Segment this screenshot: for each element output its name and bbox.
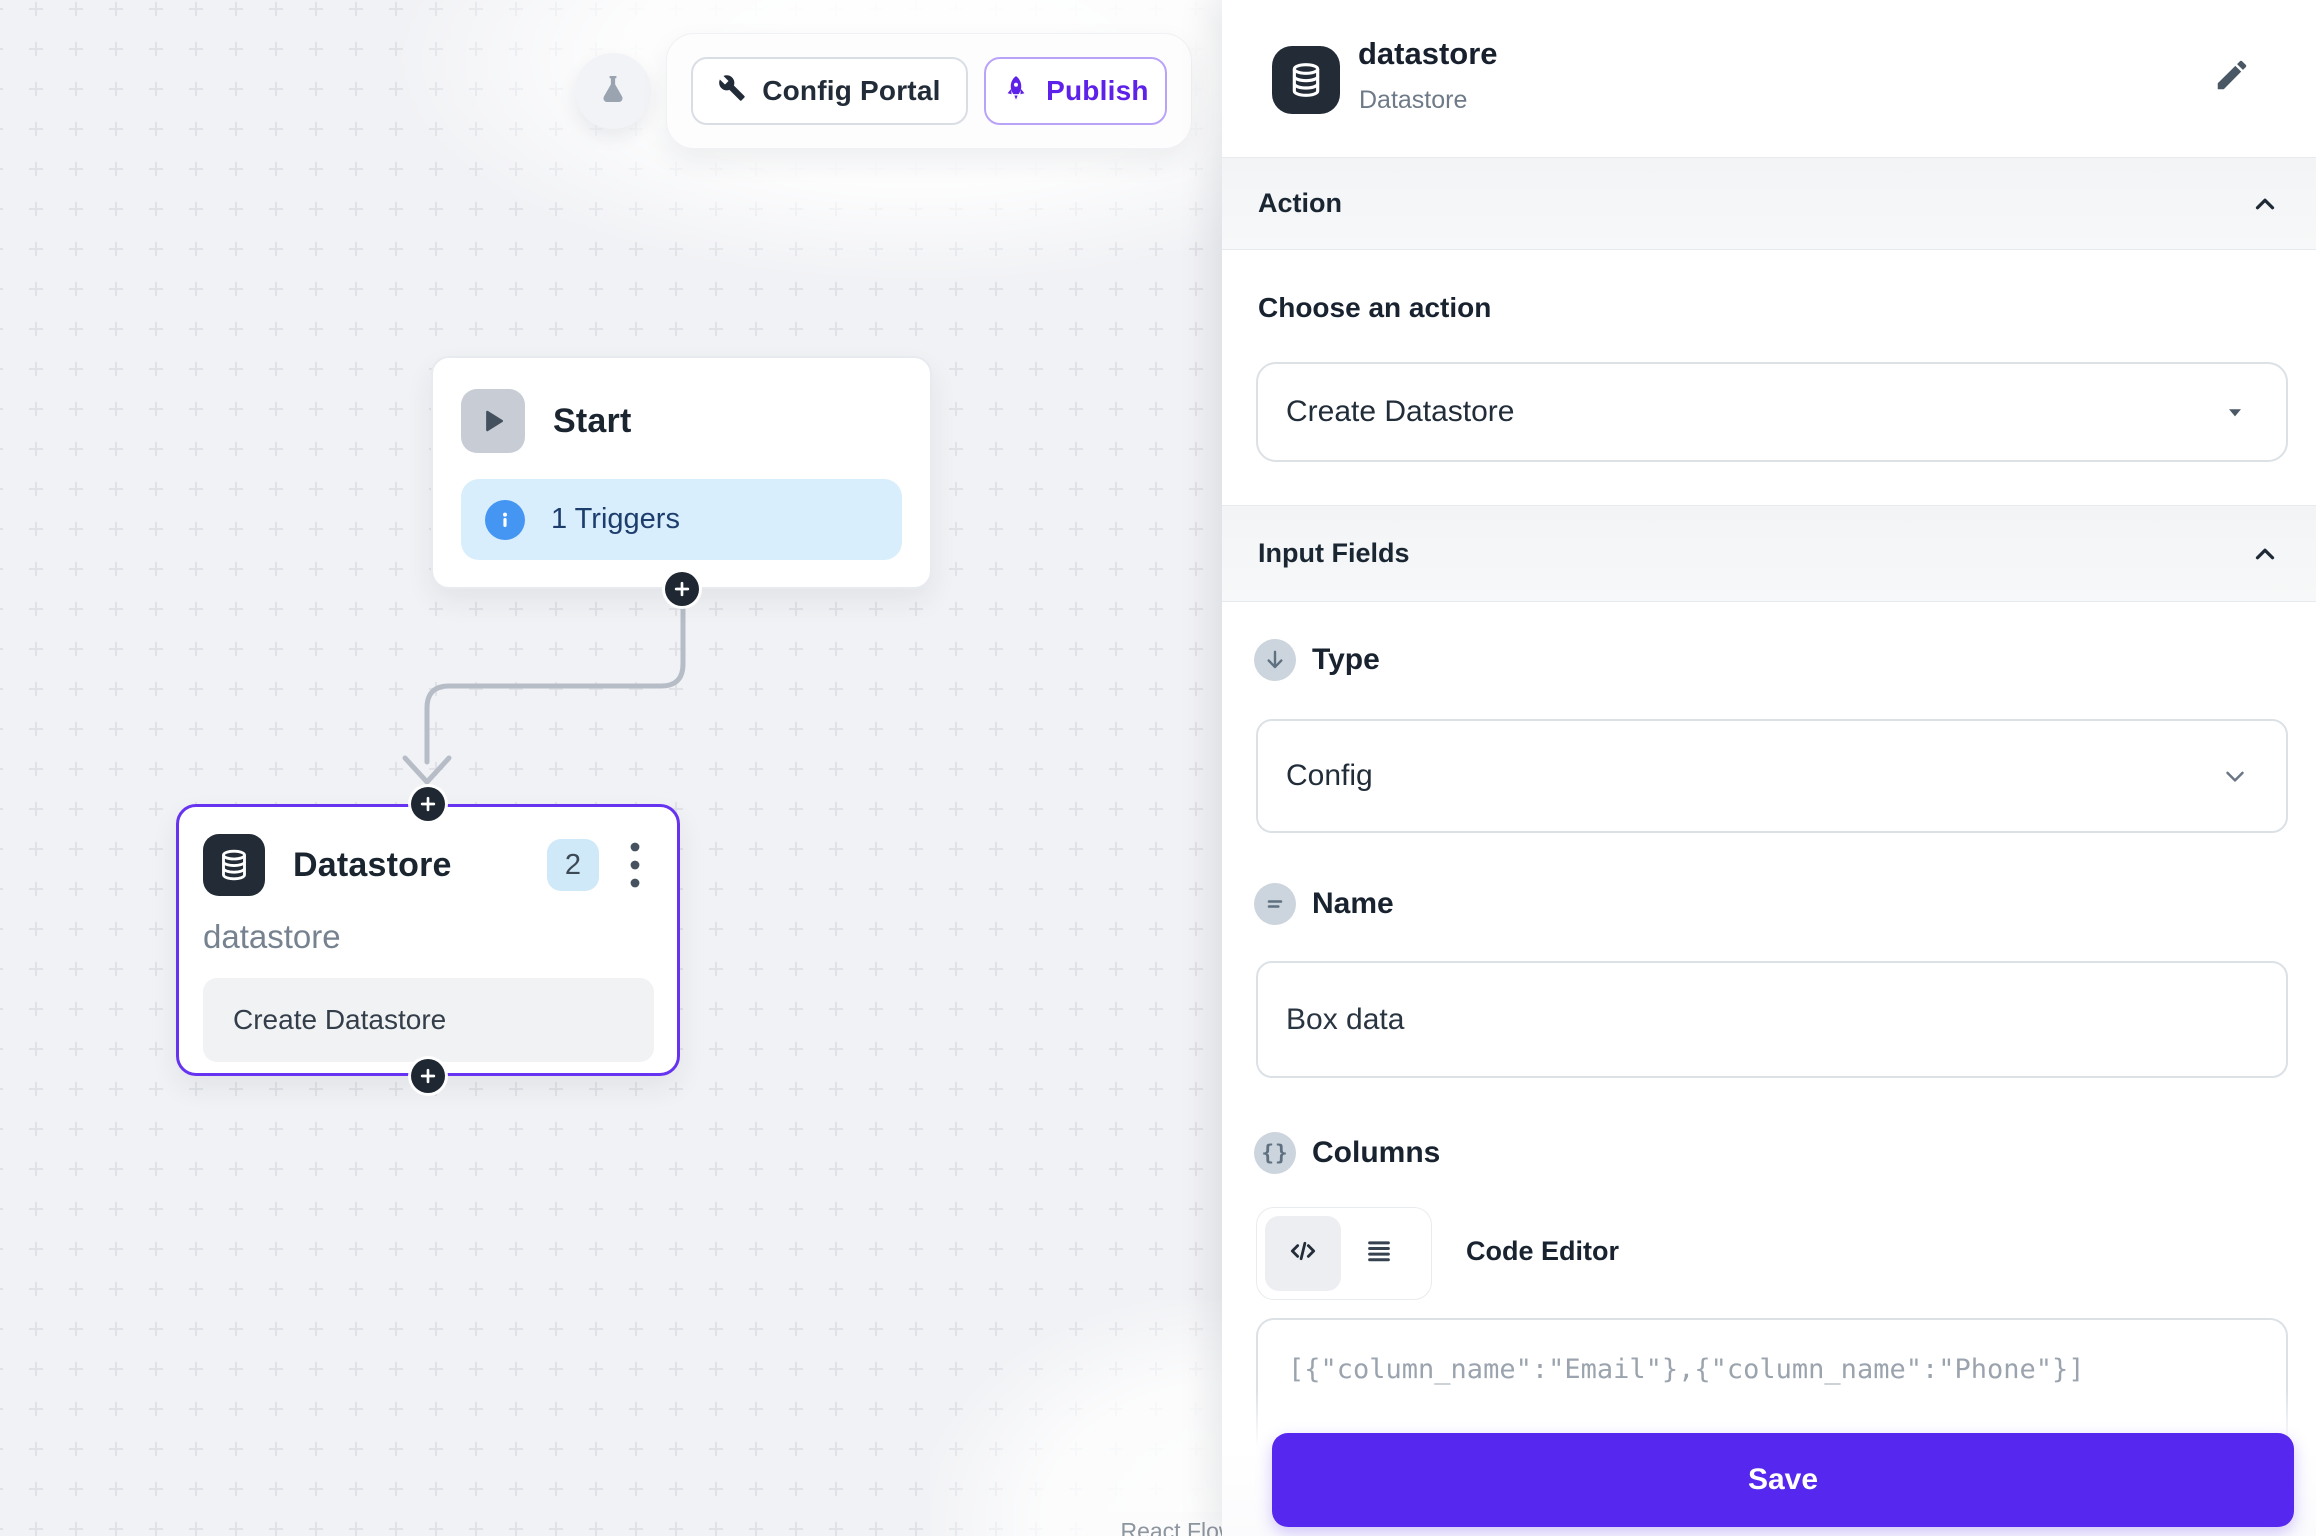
save-button[interactable]: Save (1272, 1433, 2294, 1527)
play-icon (461, 389, 525, 453)
choose-action-label: Choose an action (1258, 292, 1492, 323)
edge-arrowhead-icon (402, 755, 452, 785)
field-count-badge: 2 (547, 839, 599, 891)
chevron-up-icon[interactable] (2250, 539, 2280, 569)
node-instance-name: datastore (203, 918, 341, 955)
info-icon (485, 499, 525, 540)
publish-button[interactable]: Publish (983, 57, 1167, 125)
field-label-name: Name (1254, 883, 1394, 925)
wrench-icon (718, 74, 746, 109)
add-node-button[interactable] (411, 787, 445, 821)
arrow-down-icon (1254, 639, 1296, 681)
chevron-up-icon[interactable] (2250, 189, 2280, 219)
canvas-toolbar: Config Portal Publish (666, 33, 1192, 149)
config-portal-button[interactable]: Config Portal (691, 57, 968, 125)
code-view-button[interactable] (1265, 1216, 1341, 1291)
node-start[interactable]: Start 1 Triggers (431, 356, 932, 606)
name-input[interactable] (1256, 961, 2288, 1078)
panel-header: datastore Datastore (1222, 0, 2316, 157)
panel-title: datastore (1358, 36, 1498, 71)
triggers-label: 1 Triggers (551, 503, 680, 535)
publish-label: Publish (1046, 75, 1149, 106)
node-datastore-title: Datastore (293, 845, 452, 884)
add-node-button[interactable] (411, 1059, 445, 1093)
edit-node-button[interactable] (2207, 52, 2257, 102)
flask-icon (596, 72, 630, 111)
caret-down-icon (2218, 395, 2252, 429)
code-editor-label: Code Editor (1466, 1236, 1619, 1266)
list-view-button[interactable] (1341, 1216, 1417, 1291)
node-config-panel: datastore Datastore Action Choose an act… (1222, 0, 2316, 1536)
database-icon (203, 834, 265, 896)
equals-icon (1254, 883, 1296, 925)
action-select-value: Create Datastore (1286, 395, 1515, 428)
section-action-title: Action (1258, 188, 1342, 218)
chevron-down-icon (2218, 759, 2252, 793)
triggers-badge[interactable]: 1 Triggers (461, 479, 902, 560)
kebab-menu-icon[interactable] (617, 837, 653, 893)
section-input-fields[interactable]: Input Fields (1222, 505, 2316, 602)
type-select[interactable]: Config (1256, 719, 2288, 833)
test-workflow-button[interactable] (575, 53, 651, 129)
panel-footer: Save (1222, 1390, 2316, 1536)
field-label-columns: {} Columns (1254, 1132, 1440, 1174)
type-select-value: Config (1286, 759, 1373, 792)
workflow-canvas[interactable]: Start 1 Triggers (0, 0, 1222, 1536)
config-portal-label: Config Portal (762, 75, 941, 106)
section-action[interactable]: Action (1222, 157, 2316, 250)
add-node-button[interactable] (665, 572, 699, 606)
canvas-cross-pattern (0, 2, 1203, 1536)
node-start-title: Start (553, 401, 632, 440)
editor-mode-toggle (1256, 1207, 1432, 1300)
action-select[interactable]: Create Datastore (1256, 362, 2288, 462)
edge-connector (402, 586, 686, 785)
node-action-chip[interactable]: Create Datastore (203, 978, 654, 1062)
database-icon (1272, 46, 1340, 114)
pencil-icon (2213, 56, 2251, 99)
section-input-fields-title: Input Fields (1258, 538, 1410, 568)
field-label-type: Type (1254, 639, 1380, 681)
react-flow-attribution[interactable]: React Flow (1103, 1512, 1222, 1536)
braces-icon: {} (1254, 1132, 1296, 1174)
panel-subtitle: Datastore (1359, 86, 1468, 114)
rocket-icon (1002, 74, 1030, 109)
code-icon (1287, 1235, 1319, 1272)
list-icon (1364, 1236, 1394, 1271)
node-datastore[interactable]: Datastore 2 datastore Create Datastore (176, 787, 680, 1093)
